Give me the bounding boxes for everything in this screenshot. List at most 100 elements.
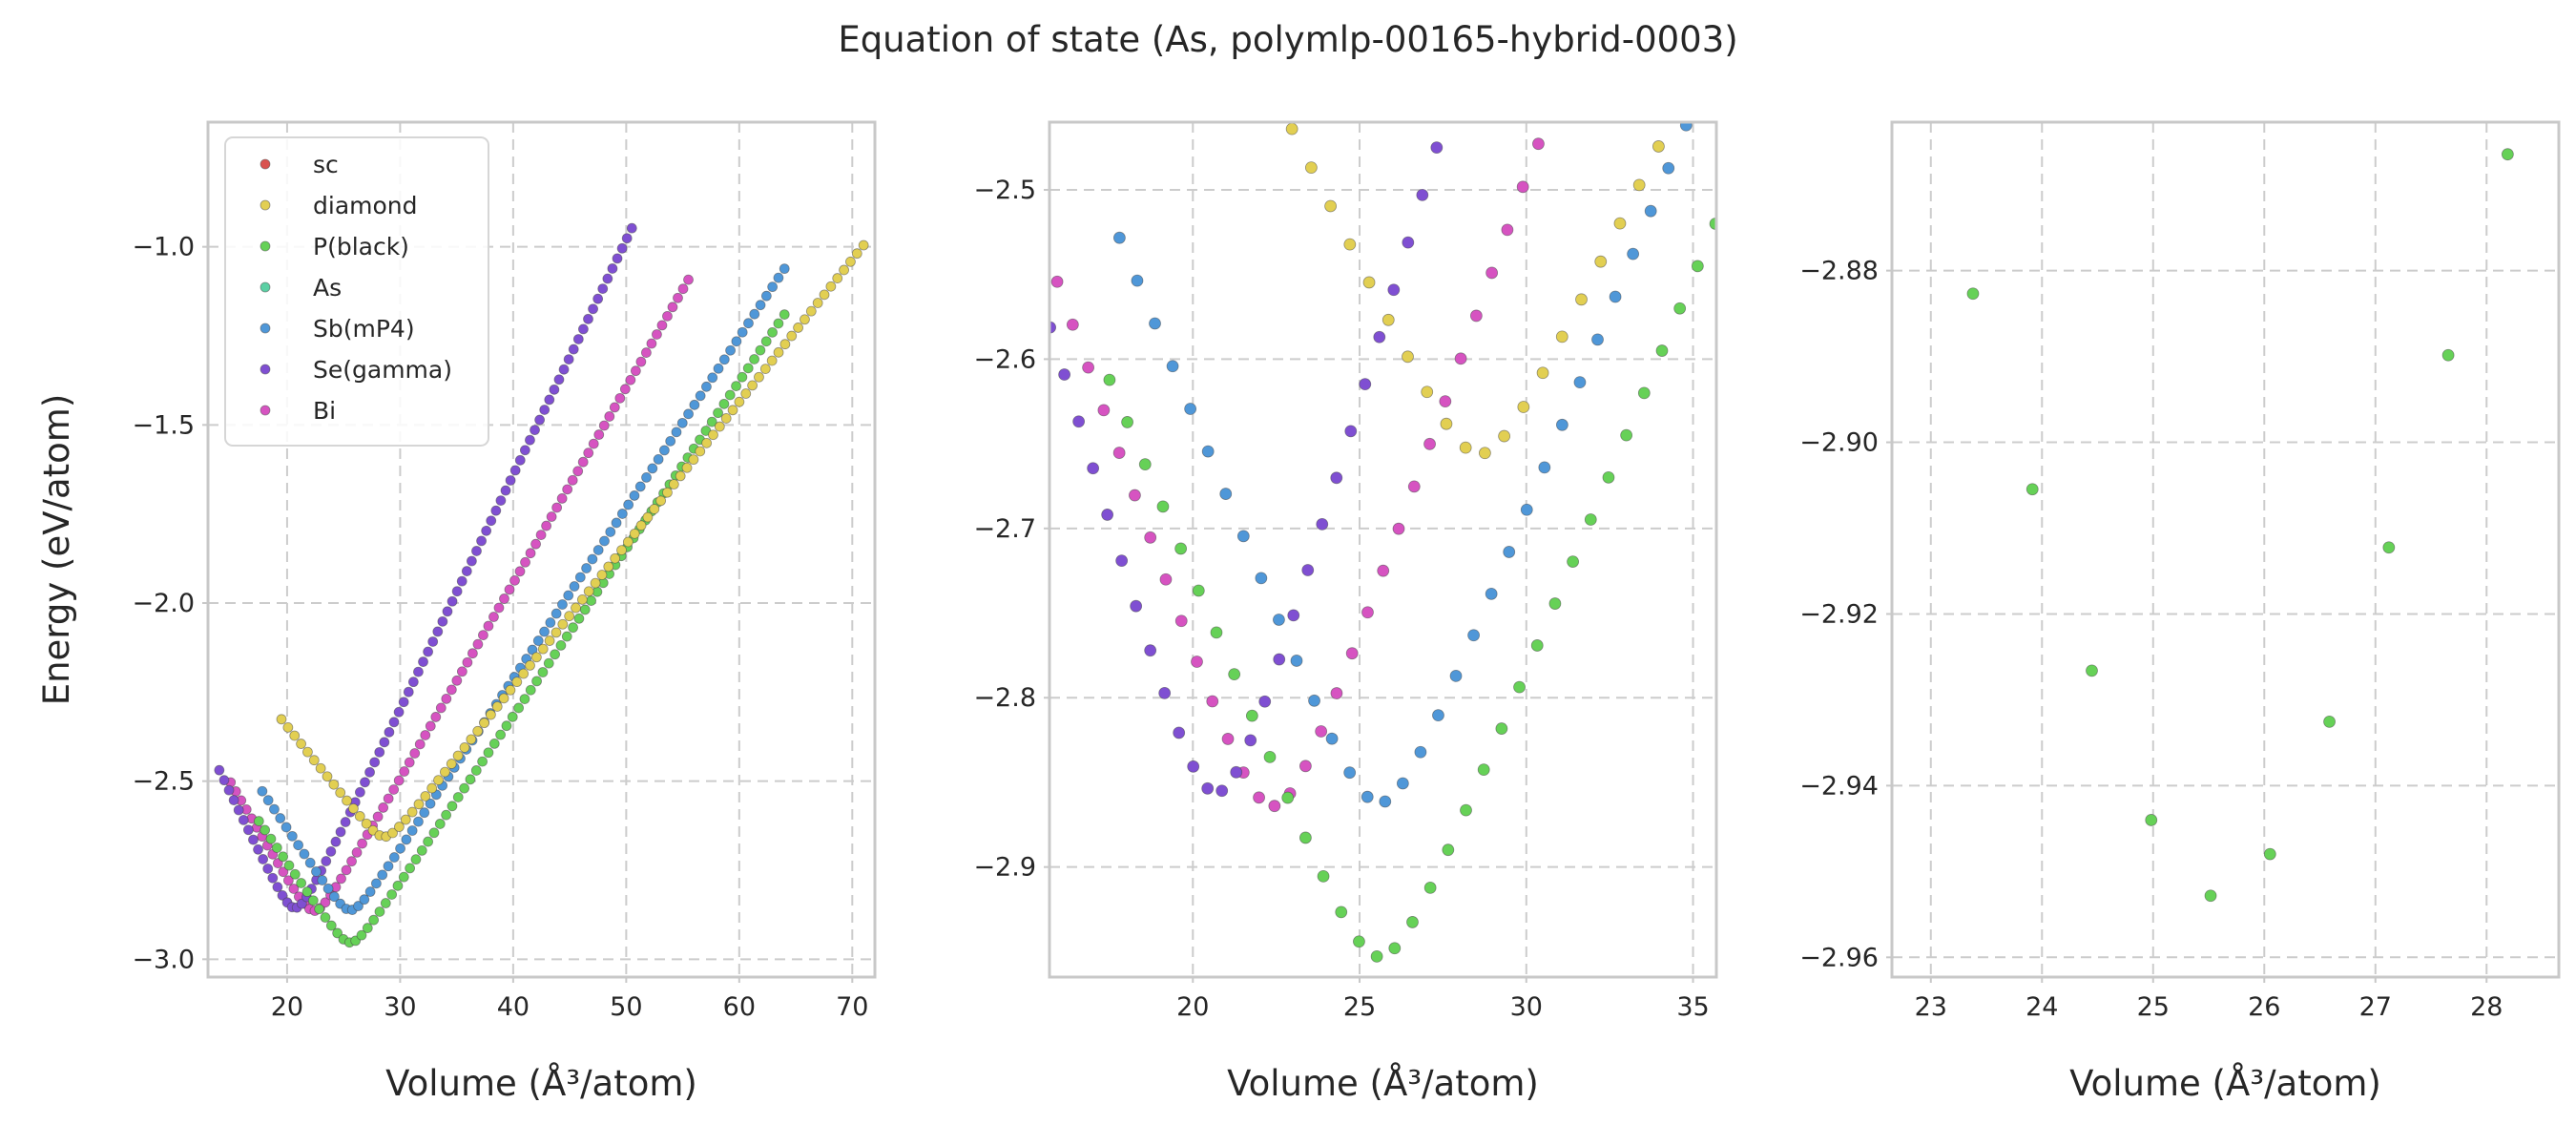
x-tick-label: 25 xyxy=(2137,992,2170,1022)
point-sb-mp4 xyxy=(311,866,322,877)
point-se-gamma xyxy=(393,706,405,718)
panel-2: 20 25 30 35 −2.9 −2.8 −2.7 −2.6 −2.5 Volume (Å³/a… xyxy=(973,120,1718,1104)
point-sb-mp4 xyxy=(665,435,676,447)
x-tick-label: 30 xyxy=(384,992,416,1022)
point-diamond xyxy=(348,802,359,814)
point-p-black xyxy=(1245,709,1258,722)
point-sb-mp4 xyxy=(1255,572,1268,585)
point-diamond xyxy=(786,330,798,342)
point-diamond xyxy=(805,305,817,317)
point-p-black xyxy=(320,912,331,923)
point-p-black xyxy=(1192,584,1205,597)
legend-label-as: As xyxy=(313,274,342,302)
x-tick-label: 25 xyxy=(1343,992,1376,1022)
point-sb-mp4 xyxy=(755,300,766,311)
point-bi xyxy=(372,811,384,822)
point-diamond xyxy=(315,762,326,774)
x-tick-label: 35 xyxy=(1676,992,1709,1022)
point-bi xyxy=(425,720,436,732)
point-p-black xyxy=(731,381,741,392)
point-se-gamma xyxy=(1130,599,1143,613)
point-se-gamma xyxy=(1187,760,1200,773)
point-p-black xyxy=(586,595,596,606)
point-se-gamma xyxy=(525,434,535,446)
point-p-black xyxy=(374,906,385,917)
point-se-gamma xyxy=(427,636,439,647)
point-se-gamma xyxy=(437,615,448,627)
point-sb-mp4 xyxy=(1379,795,1392,808)
point-bi xyxy=(662,310,673,322)
point-diamond xyxy=(530,652,542,663)
point-p-black xyxy=(2204,889,2217,903)
point-sb-mp4 xyxy=(701,381,712,392)
point-se-gamma xyxy=(597,283,609,294)
point-bi xyxy=(1191,656,1203,668)
point-p-black xyxy=(495,729,507,740)
point-sb-mp4 xyxy=(262,795,274,806)
point-se-gamma xyxy=(218,775,230,786)
point-se-gamma xyxy=(1402,236,1415,249)
point-p-black xyxy=(519,694,530,704)
point-sb-mp4 xyxy=(605,527,616,537)
y-tick-label: −2.5 xyxy=(132,767,195,797)
legend-label-sb-mp4: Sb(mP4) xyxy=(313,315,415,343)
point-p-black xyxy=(405,863,416,874)
point-se-gamma xyxy=(626,222,637,234)
point-sb-mp4 xyxy=(743,318,754,329)
y-tick-label: −1.5 xyxy=(132,410,195,440)
point-sb-mp4 xyxy=(293,840,304,851)
point-sb-mp4 xyxy=(1591,333,1604,346)
point-sb-mp4 xyxy=(1414,745,1427,759)
point-bi xyxy=(525,548,536,559)
point-se-gamma xyxy=(602,273,613,284)
point-se-gamma xyxy=(321,856,332,866)
x-tick-label: 50 xyxy=(610,992,642,1022)
point-diamond xyxy=(668,479,679,489)
point-bi xyxy=(499,593,509,604)
y-tick-label: −2.94 xyxy=(1799,771,1879,801)
point-p-black xyxy=(1423,882,1437,894)
point-diamond xyxy=(825,281,837,292)
point-sb-mp4 xyxy=(299,848,310,860)
point-se-gamma xyxy=(432,626,444,637)
point-diamond xyxy=(734,396,745,407)
point-p-black xyxy=(289,868,301,880)
point-sb-mp4 xyxy=(707,372,718,384)
point-bi xyxy=(404,757,415,768)
point-sb-mp4 xyxy=(388,852,400,863)
point-sb-mp4 xyxy=(1644,204,1657,218)
point-se-gamma xyxy=(588,303,598,315)
point-p-black xyxy=(465,774,476,785)
y-tick-label: −2.0 xyxy=(132,589,195,618)
point-bi xyxy=(1377,564,1390,577)
point-bi xyxy=(646,338,657,349)
point-se-gamma xyxy=(1387,283,1401,297)
point-se-gamma xyxy=(403,686,414,697)
point-bi xyxy=(378,802,389,813)
point-diamond xyxy=(839,264,849,276)
point-bi xyxy=(420,730,431,740)
point-diamond xyxy=(851,248,862,260)
point-diamond xyxy=(328,779,340,790)
point-bi xyxy=(1454,352,1467,365)
point-bi xyxy=(530,538,541,550)
point-sb-mp4 xyxy=(1538,461,1551,474)
point-sb-mp4 xyxy=(1325,732,1339,745)
point-bi xyxy=(409,748,421,759)
point-bi xyxy=(456,666,467,677)
point-p-black xyxy=(706,416,717,427)
x-tick-label: 40 xyxy=(497,992,530,1022)
point-sb-mp4 xyxy=(1308,694,1320,707)
point-p-black xyxy=(713,407,723,419)
point-bi xyxy=(1050,275,1064,288)
point-p-black xyxy=(1637,386,1651,400)
point-sb-mp4 xyxy=(773,272,784,283)
legend-marker-as xyxy=(260,281,271,293)
point-se-gamma xyxy=(553,374,565,385)
point-se-gamma xyxy=(490,505,502,516)
point-bi xyxy=(1159,572,1173,586)
point-p-black xyxy=(296,878,307,888)
point-sb-mp4 xyxy=(280,822,292,833)
x-axis-label: Volume (Å³/atom) xyxy=(385,1062,697,1104)
point-bi xyxy=(493,602,505,614)
